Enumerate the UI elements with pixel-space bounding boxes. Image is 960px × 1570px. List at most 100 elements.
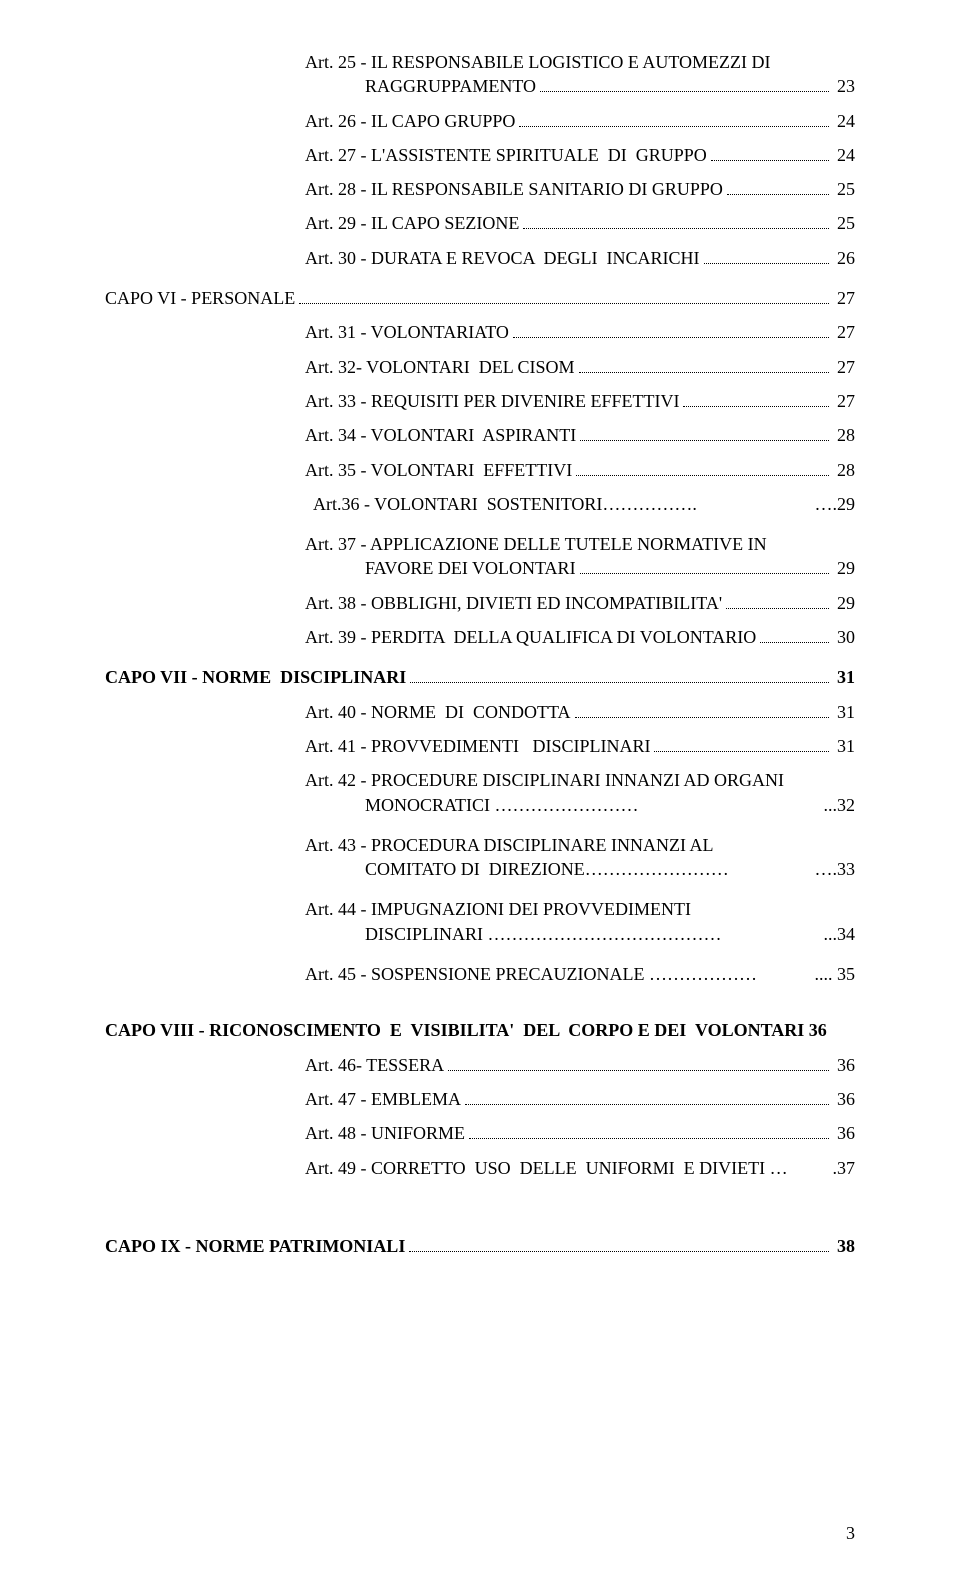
- toc-leader: [760, 642, 829, 643]
- toc-entry-line2: DISCIPLINARI …………………………………...34: [305, 922, 855, 946]
- toc-entry-line1: Art. 43 - PROCEDURA DISCIPLINARE INNANZI…: [305, 833, 855, 857]
- toc-entry-label: Art. 30 - DURATA E REVOCA DEGLI INCARICH…: [305, 246, 700, 270]
- toc-leader: [465, 1104, 829, 1105]
- toc-page-number: 27: [837, 355, 855, 379]
- page-number: 3: [846, 1523, 855, 1544]
- toc-page-number: ...32: [824, 793, 856, 817]
- toc-entry: Art. 27 - L'ASSISTENTE SPIRITUALE DI GRU…: [305, 143, 855, 167]
- toc-page-number: 29: [837, 591, 855, 615]
- toc-entry: Art. 49 - CORRETTO USO DELLE UNIFORMI E …: [305, 1156, 855, 1180]
- table-of-contents: Art. 25 - IL RESPONSABILE LOGISTICO E AU…: [105, 50, 855, 1258]
- toc-entry: Art. 45 - SOSPENSIONE PRECAUZIONALE ……………: [305, 962, 855, 986]
- toc-leader: [448, 1070, 829, 1071]
- toc-leader: [299, 303, 829, 304]
- toc-entry-label: Art. 27 - L'ASSISTENTE SPIRITUALE DI GRU…: [305, 143, 707, 167]
- toc-page-number: 28: [837, 458, 855, 482]
- toc-entry-label: Art. 49 - CORRETTO USO DELLE UNIFORMI E …: [305, 1156, 788, 1180]
- toc-entry: Art. 47 - EMBLEMA36: [305, 1087, 855, 1111]
- toc-leader: [409, 1251, 829, 1252]
- toc-entry-line1: Art. 25 - IL RESPONSABILE LOGISTICO E AU…: [305, 50, 855, 74]
- toc-page-number: 31: [837, 665, 855, 689]
- toc-entry: Art. 29 - IL CAPO SEZIONE 25: [305, 211, 855, 235]
- toc-page-number: 31: [837, 700, 855, 724]
- toc-page-number: .37: [833, 1156, 856, 1180]
- toc-entry-label: FAVORE DEI VOLONTARI: [365, 556, 576, 580]
- toc-entry: Art. 41 - PROVVEDIMENTI DISCIPLINARI 31: [305, 734, 855, 758]
- toc-page-number: 26: [837, 246, 855, 270]
- toc-entry-label: Art.36 - VOLONTARI SOSTENITORI…………….: [313, 492, 697, 516]
- toc-entry-label: COMITATO DI DIREZIONE……………………: [365, 857, 729, 881]
- toc-leader: [513, 337, 829, 338]
- toc-page-number: 36: [837, 1121, 855, 1145]
- toc-entry: Art. 46- TESSERA36: [305, 1053, 855, 1077]
- toc-entry-line1: Art. 44 - IMPUGNAZIONI DEI PROVVEDIMENTI: [305, 897, 855, 921]
- toc-page-number: ….33: [815, 857, 856, 881]
- toc-entry-multiline: Art. 44 - IMPUGNAZIONI DEI PROVVEDIMENTI…: [305, 897, 855, 946]
- toc-entry-label: Art. 35 - VOLONTARI EFFETTIVI: [305, 458, 572, 482]
- toc-page-number: 29: [837, 556, 855, 580]
- toc-entry: Art. 40 - NORME DI CONDOTTA31: [305, 700, 855, 724]
- toc-entry-label: Art. 32- VOLONTARI DEL CISOM: [305, 355, 575, 379]
- toc-page-number: .... 35: [815, 962, 856, 986]
- toc-page-number: 24: [837, 109, 855, 133]
- toc-page-number: 25: [837, 211, 855, 235]
- toc-page-number: 30: [837, 625, 855, 649]
- toc-leader: [580, 573, 829, 574]
- toc-entry-label: Art. 26 - IL CAPO GRUPPO: [305, 109, 515, 133]
- toc-entry: Art. 34 - VOLONTARI ASPIRANTI28: [305, 423, 855, 447]
- toc-leader: [540, 91, 829, 92]
- toc-entry: Art. 30 - DURATA E REVOCA DEGLI INCARICH…: [305, 246, 855, 270]
- toc-heading: CAPO IX - NORME PATRIMONIALI38: [105, 1234, 855, 1258]
- toc-entry: Art. 26 - IL CAPO GRUPPO 24: [305, 109, 855, 133]
- toc-leader: [727, 194, 829, 195]
- toc-entry-line2: COMITATO DI DIREZIONE…………………… ….33: [305, 857, 855, 881]
- toc-entry: Art. 38 - OBBLIGHI, DIVIETI ED INCOMPATI…: [305, 591, 855, 615]
- toc-entry: Art. 32- VOLONTARI DEL CISOM 27: [305, 355, 855, 379]
- toc-leader: [579, 372, 829, 373]
- toc-entry: Art. 28 - IL RESPONSABILE SANITARIO DI G…: [305, 177, 855, 201]
- toc-page-number: 36: [837, 1087, 855, 1111]
- toc-entry: Art. 35 - VOLONTARI EFFETTIVI 28: [305, 458, 855, 482]
- toc-leader: [726, 608, 829, 609]
- toc-leader: [711, 160, 829, 161]
- spacer: [105, 1190, 855, 1218]
- toc-page-number: 25: [837, 177, 855, 201]
- toc-page-number: 24: [837, 143, 855, 167]
- toc-heading: CAPO VI - PERSONALE27: [105, 286, 855, 310]
- toc-leader: [654, 751, 829, 752]
- toc-entry-multiline: Art. 37 - APPLICAZIONE DELLE TUTELE NORM…: [305, 532, 855, 581]
- toc-entry-label: RAGGRUPPAMENTO: [365, 74, 536, 98]
- toc-page-number: 28: [837, 423, 855, 447]
- toc-entry: Art. 48 - UNIFORME36: [305, 1121, 855, 1145]
- spacer: [105, 996, 855, 1002]
- toc-entry-line2: RAGGRUPPAMENTO 23: [305, 74, 855, 98]
- toc-heading: CAPO VII - NORME DISCIPLINARI31: [105, 665, 855, 689]
- toc-page-number: 27: [837, 389, 855, 413]
- toc-leader: [683, 406, 829, 407]
- toc-entry-label: Art. 41 - PROVVEDIMENTI DISCIPLINARI: [305, 734, 650, 758]
- toc-entry-line2: MONOCRATICI ……………………...32: [305, 793, 855, 817]
- toc-page-number: 27: [837, 320, 855, 344]
- toc-entry-label: Art. 33 - REQUISITI PER DIVENIRE EFFETTI…: [305, 389, 679, 413]
- toc-page-number: 27: [837, 286, 855, 310]
- toc-heading: CAPO VIII - RICONOSCIMENTO E VISIBILITA'…: [105, 1018, 855, 1042]
- toc-leader: [410, 682, 829, 683]
- toc-page-number: 23: [837, 74, 855, 98]
- toc-entry-multiline: Art. 25 - IL RESPONSABILE LOGISTICO E AU…: [305, 50, 855, 99]
- toc-entry-label: CAPO VIII - RICONOSCIMENTO E VISIBILITA'…: [105, 1018, 827, 1042]
- toc-entry-label: Art. 31 - VOLONTARIATO: [305, 320, 509, 344]
- toc-entry: Art. 33 - REQUISITI PER DIVENIRE EFFETTI…: [305, 389, 855, 413]
- toc-leader: [519, 126, 829, 127]
- toc-page-number: 31: [837, 734, 855, 758]
- toc-entry: Art. 39 - PERDITA DELLA QUALIFICA DI VOL…: [305, 625, 855, 649]
- toc-entry-multiline: Art. 42 - PROCEDURE DISCIPLINARI INNANZI…: [305, 768, 855, 817]
- toc-entry-label: CAPO IX - NORME PATRIMONIALI: [105, 1234, 405, 1258]
- toc-leader: [580, 440, 829, 441]
- toc-entry-label: Art. 46- TESSERA: [305, 1053, 444, 1077]
- toc-leader: [523, 228, 829, 229]
- toc-entry-line1: Art. 42 - PROCEDURE DISCIPLINARI INNANZI…: [305, 768, 855, 792]
- toc-entry-label: Art. 29 - IL CAPO SEZIONE: [305, 211, 519, 235]
- toc-leader: [576, 475, 829, 476]
- toc-entry: Art.36 - VOLONTARI SOSTENITORI…………….….29: [313, 492, 855, 516]
- document-page: Art. 25 - IL RESPONSABILE LOGISTICO E AU…: [0, 0, 960, 1570]
